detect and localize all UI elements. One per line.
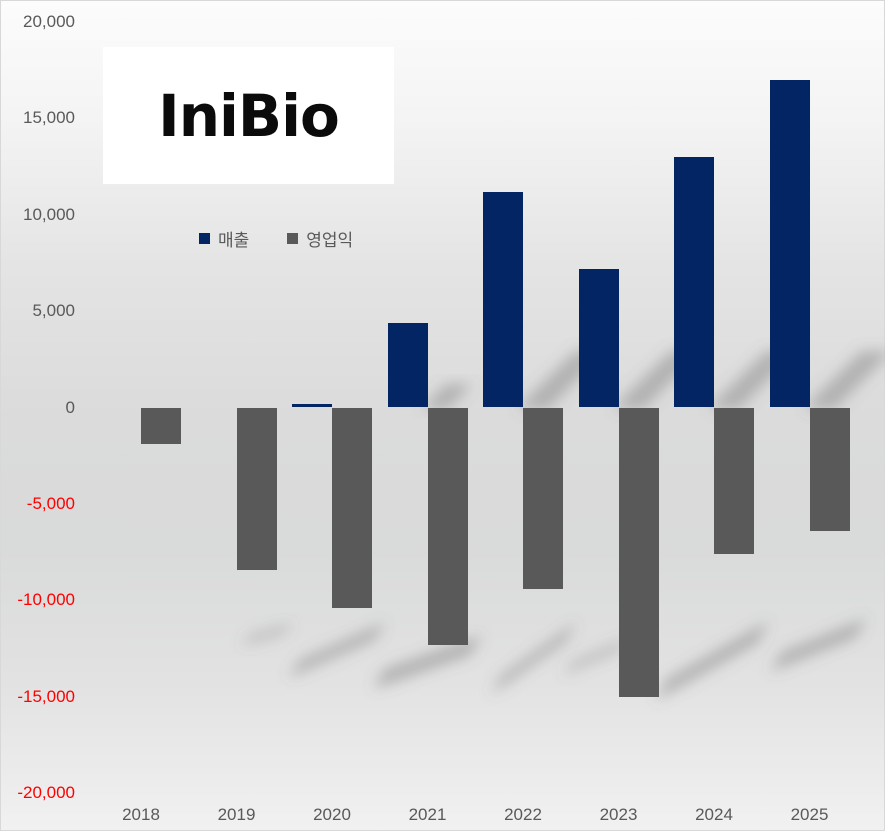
- bar-profit-2018: [141, 407, 181, 445]
- bar-shadow: [770, 618, 867, 672]
- logo-box: IniBio: [103, 47, 394, 184]
- legend: 매출 영업익: [199, 226, 353, 251]
- bar-profit-2021: [427, 407, 468, 645]
- bar-profit-2022: [523, 407, 563, 589]
- bar-profit-2024: [714, 407, 754, 554]
- bar-shadow: [562, 637, 629, 676]
- legend-swatch-revenue: [199, 233, 210, 244]
- x-tick-label: 2025: [790, 805, 829, 824]
- bar-shadow: [373, 635, 482, 689]
- bar-revenue-2020: [292, 403, 332, 408]
- bar-revenue-2023: [578, 268, 619, 408]
- bar-profit-2023: [618, 407, 659, 697]
- bar-shadow: [490, 622, 577, 695]
- y-tick-label: -20,000: [17, 783, 75, 803]
- bar-shadow: [240, 622, 294, 647]
- bar-profit-2020: [332, 407, 372, 608]
- bar-revenue-2025: [769, 79, 810, 408]
- y-tick-label: 5,000: [32, 301, 75, 321]
- legend-label-profit: 영업익: [306, 231, 354, 250]
- x-tick-label: 2023: [599, 805, 638, 824]
- bar-revenue-2022: [483, 191, 523, 408]
- y-tick-label: -15,000: [17, 686, 75, 706]
- logo-text: IniBio: [158, 81, 340, 150]
- x-tick-label: 2020: [313, 805, 351, 824]
- y-tick-label: 20,000: [23, 11, 75, 31]
- legend-label-revenue: 매출: [218, 231, 250, 250]
- x-tick-label: 2021: [408, 805, 447, 824]
- bar-profit-2019: [236, 407, 277, 570]
- bar-shadow: [655, 621, 769, 701]
- legend-swatch-profit: [287, 233, 299, 244]
- y-tick-label: 0: [65, 397, 75, 417]
- y-tick-label: -5,000: [26, 493, 75, 513]
- x-tick-label: 2022: [504, 805, 542, 824]
- x-tick-label: 2018: [122, 805, 160, 824]
- y-tick-label: 15,000: [23, 108, 75, 128]
- bar-profit-2025: [809, 407, 850, 531]
- bar-shadow: [421, 384, 473, 409]
- legend-item-profit: 영업익: [287, 226, 353, 251]
- y-tick-label: -10,000: [17, 590, 75, 610]
- bar-shadow: [288, 622, 386, 678]
- bar-shadow: [803, 351, 885, 409]
- x-tick-label: 2024: [695, 805, 733, 824]
- bar-revenue-2024: [674, 156, 714, 408]
- bar-revenue-2021: [387, 322, 428, 408]
- y-tick-label: 10,000: [23, 204, 75, 224]
- x-tick-label: 2019: [217, 805, 256, 824]
- legend-item-revenue: 매출: [199, 226, 249, 251]
